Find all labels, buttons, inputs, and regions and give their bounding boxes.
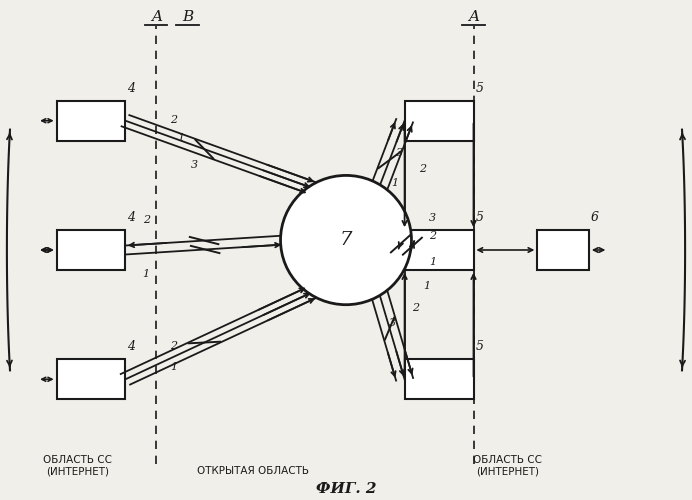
Text: 3: 3: [389, 318, 397, 328]
Text: 1: 1: [429, 257, 436, 267]
Text: 3: 3: [396, 148, 403, 158]
Text: 2: 2: [429, 231, 436, 241]
FancyBboxPatch shape: [405, 360, 473, 399]
Text: 5: 5: [475, 211, 484, 224]
Text: 1: 1: [424, 282, 430, 292]
Text: 1: 1: [391, 178, 399, 188]
Text: 2: 2: [170, 115, 177, 125]
Ellipse shape: [280, 176, 412, 304]
FancyBboxPatch shape: [57, 101, 125, 140]
Text: 5: 5: [475, 340, 484, 353]
Text: ОТКРЫТАЯ ОБЛАСТЬ: ОТКРЫТАЯ ОБЛАСТЬ: [197, 466, 309, 476]
Text: 7: 7: [340, 231, 352, 249]
Text: ФИГ. 2: ФИГ. 2: [316, 482, 376, 496]
Text: A: A: [151, 10, 162, 24]
Text: 5: 5: [475, 82, 484, 95]
Text: 2: 2: [412, 302, 419, 312]
Text: 2: 2: [170, 342, 177, 351]
Text: 1: 1: [143, 270, 149, 280]
Text: 6: 6: [591, 211, 599, 224]
Text: 1: 1: [170, 362, 177, 372]
Text: 3: 3: [429, 213, 436, 223]
Text: 4: 4: [127, 340, 136, 353]
FancyBboxPatch shape: [57, 360, 125, 399]
Text: 3: 3: [191, 160, 198, 170]
Text: ОБЛАСТЬ СС
(ИНТЕРНЕТ): ОБЛАСТЬ СС (ИНТЕРНЕТ): [43, 454, 111, 476]
Text: 4: 4: [127, 82, 136, 95]
Text: ОБЛАСТЬ СС
(ИНТЕРНЕТ): ОБЛАСТЬ СС (ИНТЕРНЕТ): [473, 454, 543, 476]
FancyBboxPatch shape: [405, 230, 473, 270]
Text: 2: 2: [419, 164, 426, 174]
Text: B: B: [182, 10, 193, 24]
Text: 4: 4: [127, 211, 136, 224]
FancyBboxPatch shape: [57, 230, 125, 270]
Text: A: A: [468, 10, 479, 24]
Text: 1: 1: [177, 132, 184, 142]
FancyBboxPatch shape: [405, 101, 473, 140]
FancyBboxPatch shape: [537, 230, 589, 270]
Text: 2: 2: [143, 214, 149, 224]
